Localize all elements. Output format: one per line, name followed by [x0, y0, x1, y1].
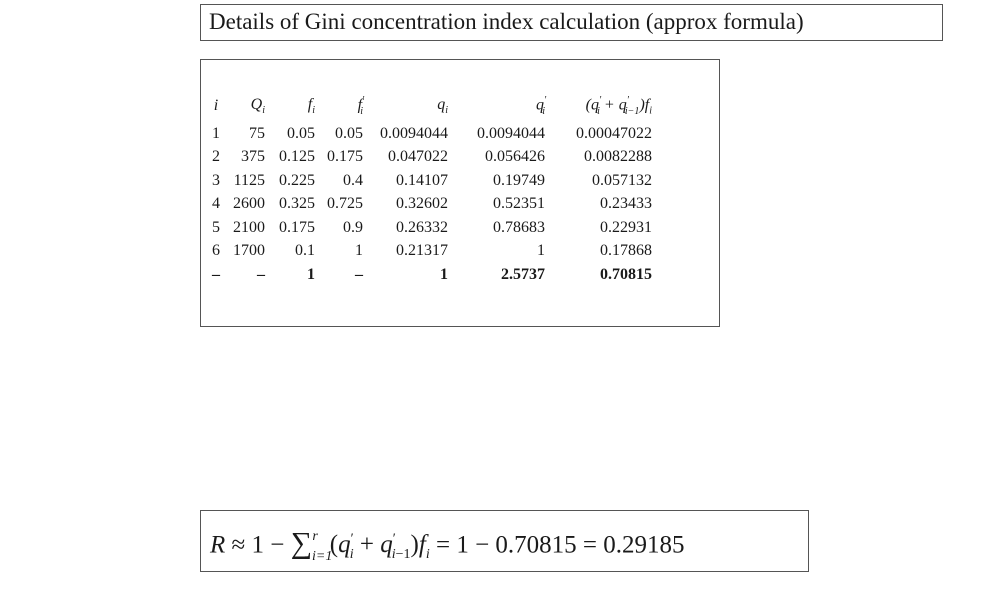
sum-term: (q′i + q′i−1)fi [329, 531, 430, 563]
formula-equals: = [576, 531, 604, 559]
formula-sum-separator: = 1 − [429, 531, 496, 559]
gini-calculation-table: i Qi fi f′i qi q′i (q′i + q′i−1)fi 1 75 … [209, 90, 652, 287]
section-title: Details of Gini concentration index calc… [200, 4, 943, 41]
table-total-row: – – 1 – 1 2.5737 0.70815 [212, 265, 652, 283]
table-row: 2 375 0.125 0.175 0.047022 0.056426 0.00… [212, 148, 652, 166]
formula-result: 0.29185 [603, 531, 685, 559]
table-row: 6 1700 0.1 1 0.21317 1 0.17868 [212, 242, 652, 260]
sum-lower-bound: i=1 [312, 549, 333, 565]
table-row: 5 2100 0.175 0.9 0.26332 0.78683 0.22931 [212, 218, 652, 236]
formula-lhs: R [210, 531, 226, 559]
table-row: 4 2600 0.325 0.725 0.32602 0.52351 0.234… [212, 195, 652, 213]
gini-table-box: i Qi fi f′i qi q′i (q′i + q′i−1)fi 1 75 … [200, 59, 720, 327]
table-row: 3 1125 0.225 0.4 0.14107 0.19749 0.05713… [212, 171, 652, 189]
sum-upper-bound: r [312, 529, 318, 545]
header-fi: fi [307, 95, 315, 117]
gini-formula-box: R ≈ 1 − ∑i=1 r (q′i + q′i−1)fi = 1 − 0.708… [200, 510, 809, 572]
header-i: i [213, 97, 219, 114]
header-qi-cumulative: q′i [536, 95, 547, 117]
table-row: 1 75 0.05 0.05 0.0094044 0.0094044 0.000… [212, 124, 652, 142]
table-header-row: i Qi fi f′i qi q′i (q′i + q′i−1)fi [209, 90, 652, 122]
header-qi: qi [437, 95, 448, 117]
formula-approx: ≈ 1 − [231, 531, 285, 559]
header-Qi: Qi [250, 95, 265, 117]
header-fi-cumulative: f′i [357, 95, 365, 117]
header-product: (q′i + q′i−1)fi [585, 95, 652, 117]
sum-symbol: ∑ [290, 526, 312, 560]
formula-sum-value: 0.70815 [495, 531, 577, 559]
